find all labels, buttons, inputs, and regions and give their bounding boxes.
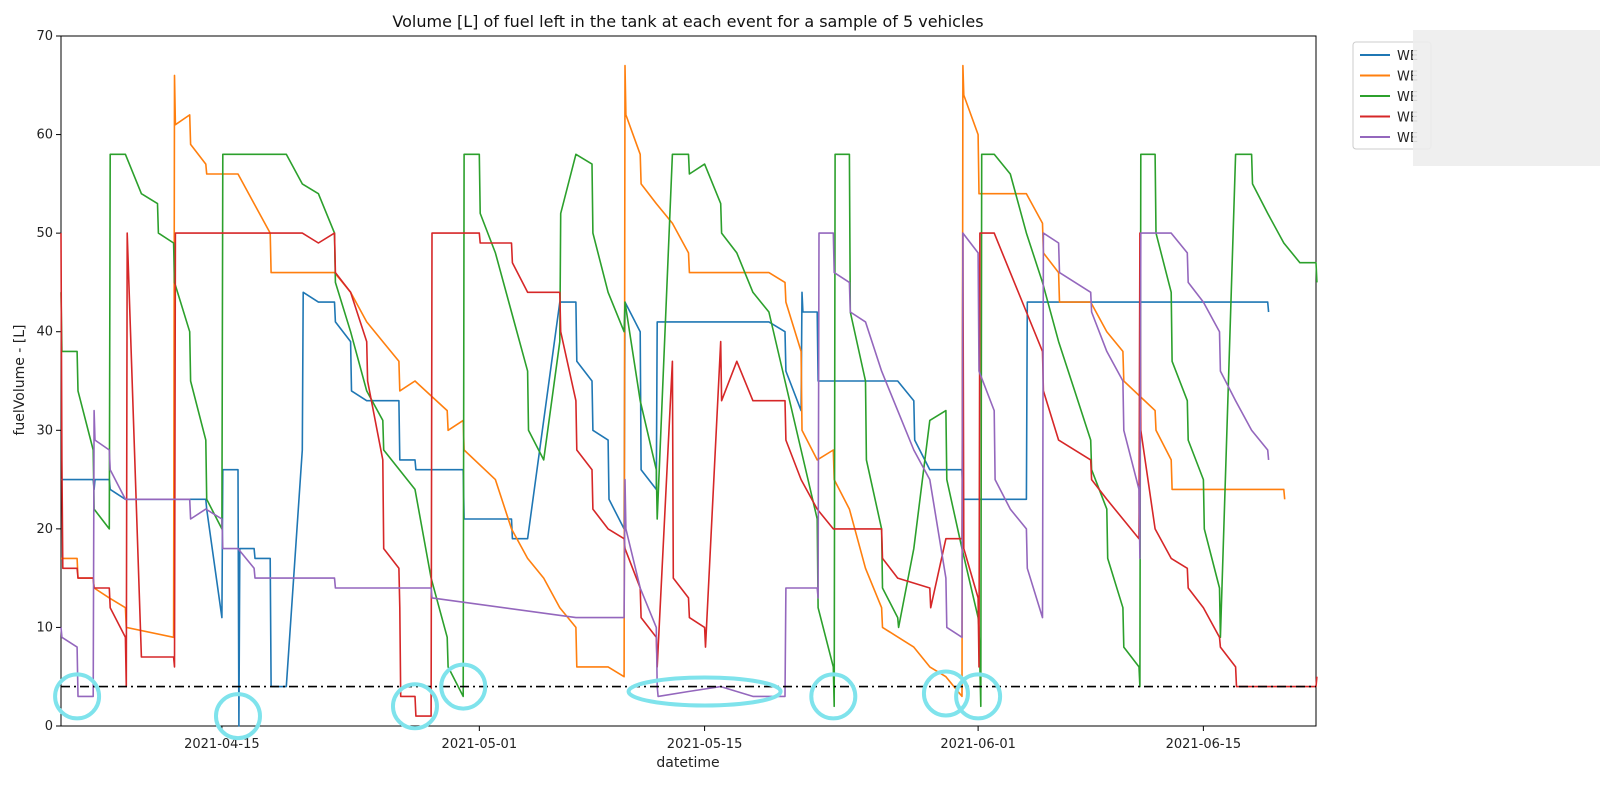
series-line-1 bbox=[61, 291, 1270, 727]
legend: WE WE WE WE WE bbox=[1352, 41, 1432, 150]
highlight-circle bbox=[809, 672, 858, 721]
y-tick-label: 60 bbox=[36, 128, 53, 143]
x-tick-label: 2021-06-01 bbox=[940, 737, 1016, 752]
highlight-circles bbox=[53, 662, 1003, 741]
x-axis-label: datetime bbox=[656, 755, 719, 771]
legend-blur-patch bbox=[1413, 30, 1600, 166]
y-tick-label: 50 bbox=[36, 226, 53, 241]
highlight-circle bbox=[213, 692, 262, 741]
x-axis: 2021-04-15 2021-05-01 2021-05-15 2021-06-01… bbox=[184, 726, 1241, 752]
highlight-circle bbox=[626, 675, 783, 708]
highlight-circle bbox=[390, 682, 439, 731]
highlight-circle bbox=[954, 672, 1003, 721]
legend-label: WE bbox=[1397, 49, 1418, 64]
y-tick-label: 30 bbox=[36, 423, 53, 438]
series-line-3 bbox=[60, 153, 1318, 708]
x-tick-label: 2021-06-15 bbox=[1166, 737, 1242, 752]
legend-label: WE bbox=[1397, 90, 1418, 105]
y-axis: 0 10 20 30 40 50 60 70 bbox=[36, 29, 61, 734]
x-tick-label: 2021-05-15 bbox=[667, 737, 743, 752]
y-tick-label: 0 bbox=[45, 719, 53, 734]
x-tick-label: 2021-05-01 bbox=[442, 737, 518, 752]
highlight-circle bbox=[439, 662, 488, 711]
series-lines bbox=[60, 64, 1318, 727]
y-tick-label: 70 bbox=[36, 29, 53, 44]
series-line-2 bbox=[61, 64, 1286, 698]
highlight-circle bbox=[53, 672, 102, 721]
y-axis-label: fuelVolume - [L] bbox=[12, 324, 28, 435]
y-tick-label: 10 bbox=[36, 620, 53, 635]
highlight-circle bbox=[921, 669, 970, 718]
series-line-4 bbox=[60, 232, 1318, 717]
y-tick-label: 40 bbox=[36, 325, 53, 340]
legend-label: WE bbox=[1397, 111, 1418, 126]
series-line-5 bbox=[60, 232, 1270, 698]
y-tick-label: 20 bbox=[36, 522, 53, 537]
plot-area bbox=[60, 35, 1317, 727]
legend-label: WE bbox=[1397, 70, 1418, 85]
x-tick-label: 2021-04-15 bbox=[184, 737, 260, 752]
legend-label: WE bbox=[1397, 131, 1418, 146]
chart-title: Volume [L] of fuel left in the tank at e… bbox=[392, 12, 983, 31]
